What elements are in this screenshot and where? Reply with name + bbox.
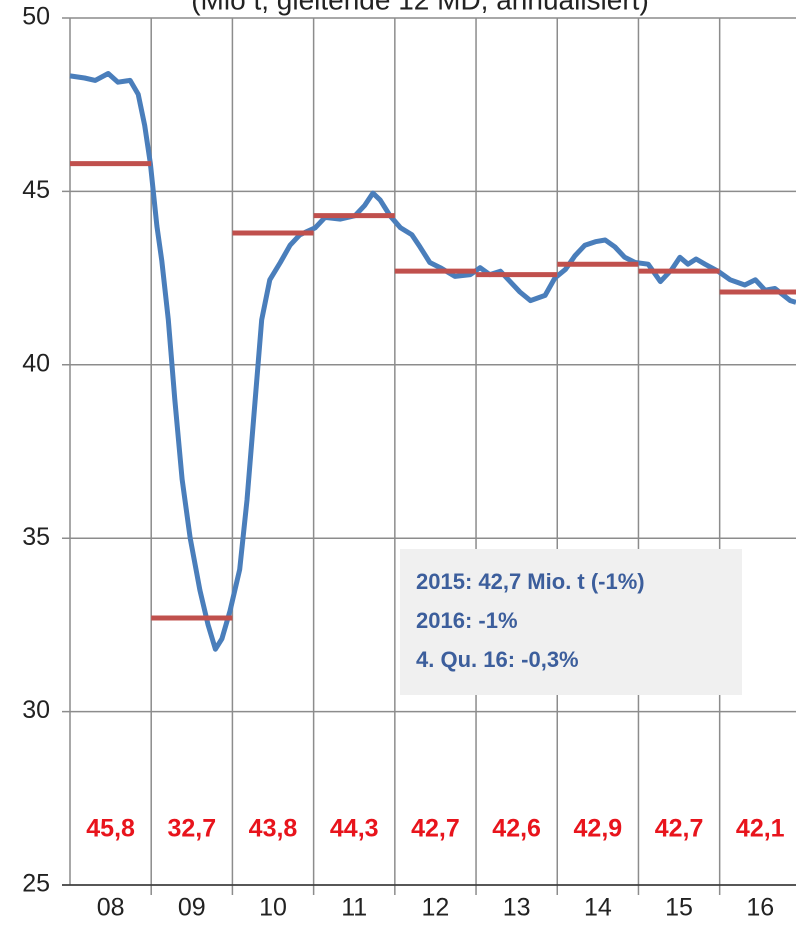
value-label: 42,1 bbox=[736, 815, 785, 843]
x-tick-label: 16 bbox=[746, 894, 774, 922]
value-label: 42,7 bbox=[411, 815, 460, 843]
annotation-box bbox=[400, 549, 742, 695]
annotation-line: 2016: -1% bbox=[416, 608, 518, 633]
value-label: 42,6 bbox=[492, 815, 541, 843]
y-tick-label: 25 bbox=[22, 870, 50, 898]
x-tick-label: 10 bbox=[259, 894, 287, 922]
value-label: 42,7 bbox=[655, 815, 704, 843]
y-tick-label: 30 bbox=[22, 696, 50, 724]
x-tick-label: 14 bbox=[584, 894, 612, 922]
value-label: 43,8 bbox=[249, 815, 298, 843]
y-tick-label: 45 bbox=[22, 176, 50, 204]
x-tick-label: 11 bbox=[341, 894, 367, 922]
x-tick-label: 12 bbox=[422, 894, 450, 922]
x-tick-label: 08 bbox=[97, 894, 125, 922]
y-tick-label: 35 bbox=[22, 523, 50, 551]
value-label: 32,7 bbox=[167, 815, 216, 843]
value-label: 44,3 bbox=[330, 815, 379, 843]
x-tick-label: 15 bbox=[665, 894, 693, 922]
annotation-line: 4. Qu. 16: -0,3% bbox=[416, 647, 579, 672]
y-tick-label: 50 bbox=[22, 3, 50, 31]
value-label: 42,9 bbox=[574, 815, 623, 843]
x-tick-label: 09 bbox=[178, 894, 206, 922]
value-label: 45,8 bbox=[86, 815, 135, 843]
x-tick-label: 13 bbox=[503, 894, 531, 922]
y-tick-label: 40 bbox=[22, 349, 50, 377]
annotation-line: 2015: 42,7 Mio. t (-1%) bbox=[416, 569, 645, 594]
chart-subtitle: (Mio t, gleitende 12 MD, annualisiert) bbox=[191, 0, 649, 15]
